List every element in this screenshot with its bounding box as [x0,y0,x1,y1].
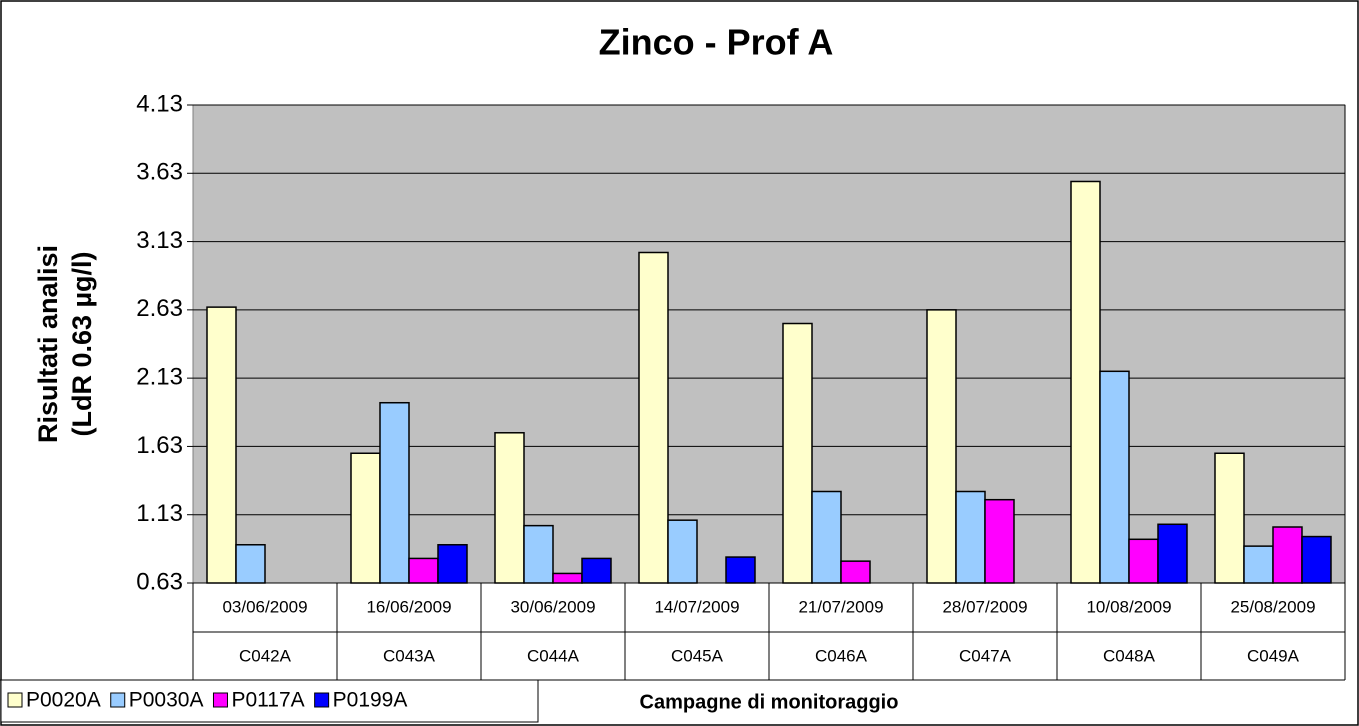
bar [1243,545,1274,584]
x-tick-label: C045A [671,646,724,665]
x-tick-label: 03/06/2009 [222,597,307,616]
bar [206,306,237,584]
x-tick-label: 16/06/2009 [366,597,451,616]
y-tick-label: 0.63 [136,568,183,595]
x-tick-label: C047A [959,646,1012,665]
y-tick-label: 3.63 [136,159,183,186]
legend-swatch [7,692,23,708]
bar [581,557,612,584]
y-tick-label: 1.63 [136,432,183,459]
y-tick-label: 1.13 [136,500,183,527]
y-axis-label-line: (LdR 0.63 µg/l) [67,251,97,436]
bar [523,524,554,584]
bar [235,544,266,584]
x-tick-label: C048A [1103,646,1156,665]
bar [984,498,1015,584]
x-tick-label: 14/07/2009 [654,597,739,616]
bar [552,572,583,584]
x-tick-label: 28/07/2009 [942,597,1027,616]
x-tick-label: C049A [1247,646,1300,665]
legend-label: P0117A [231,689,304,712]
bar [437,544,468,584]
bar [350,452,381,584]
chart-title: Zinco - Prof A [599,22,834,63]
x-tick-label: 30/06/2009 [510,597,595,616]
legend-swatch [314,692,330,708]
x-tick-label: C042A [239,646,292,665]
bar [408,557,439,584]
x-tick-label: 21/07/2009 [798,597,883,616]
y-axis-label: Risultati analisi (LdR 0.63 µg/l) [33,245,97,443]
y-tick-label: 4.13 [136,90,183,117]
bar [955,490,986,584]
bar [1157,523,1188,584]
legend-label: P0020A [26,689,101,712]
x-axis-label: Campagne di monitoraggio [640,691,899,713]
legend-label: P0030A [129,689,204,712]
bar [725,556,756,584]
bar [1070,180,1101,584]
bar [840,560,871,584]
y-tick-label: 2.13 [136,363,183,390]
bar [638,251,669,584]
bar [1214,452,1245,584]
x-tick-label: 25/08/2009 [1230,597,1315,616]
x-tick-label: C044A [527,646,580,665]
legend-label: P0199A [333,689,408,712]
bar [1272,526,1303,584]
legend-swatch [110,692,126,708]
bar [379,401,410,584]
bar [1301,535,1332,584]
y-tick-label: 2.63 [136,295,183,322]
legend-box [0,679,539,723]
y-tick-label: 3.13 [136,227,183,254]
bar [1128,538,1159,584]
bar [811,490,842,584]
bar [1099,370,1130,584]
bar [926,309,957,584]
legend-swatch [212,692,228,708]
x-tick-label: C046A [815,646,868,665]
bar [494,432,525,584]
x-tick-label: C043A [383,646,436,665]
bar [782,322,813,584]
y-axis-label-line: Risultati analisi [33,245,63,443]
x-tick-label: 10/08/2009 [1086,597,1171,616]
bar [667,519,698,584]
